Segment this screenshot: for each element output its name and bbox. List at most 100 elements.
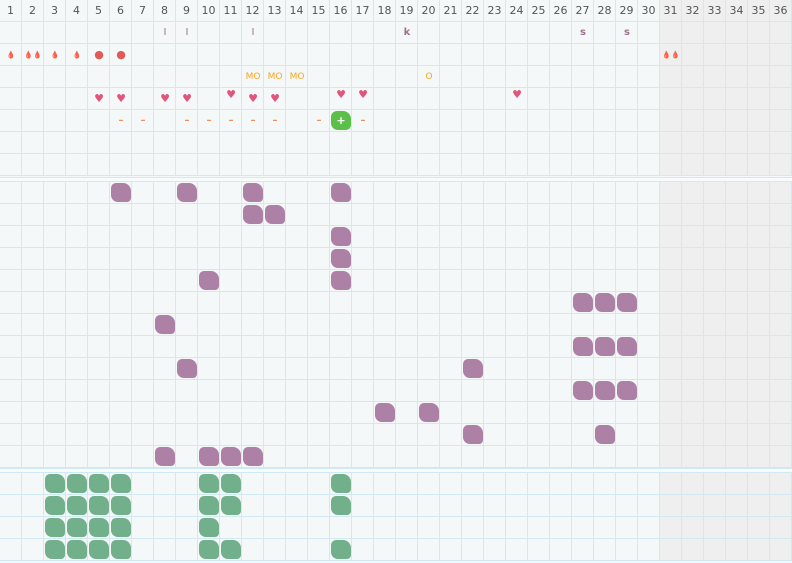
middle-cell[interactable] <box>198 380 220 402</box>
middle-cell[interactable] <box>726 292 748 314</box>
bottom-cell[interactable] <box>506 539 528 561</box>
middle-cell[interactable] <box>88 270 110 292</box>
top-cell[interactable] <box>418 132 440 154</box>
bottom-cell[interactable] <box>308 473 330 495</box>
middle-cell[interactable] <box>484 248 506 270</box>
middle-cell[interactable] <box>88 424 110 446</box>
column-header[interactable]: 19 <box>396 0 418 22</box>
middle-cell[interactable] <box>44 204 66 226</box>
middle-cell[interactable] <box>550 446 572 468</box>
middle-cell[interactable] <box>682 446 704 468</box>
top-cell[interactable] <box>528 132 550 154</box>
middle-cell[interactable] <box>484 270 506 292</box>
middle-cell[interactable] <box>110 424 132 446</box>
bottom-cell[interactable] <box>0 495 22 517</box>
top-cell[interactable] <box>528 88 550 110</box>
bottom-cell[interactable] <box>286 539 308 561</box>
middle-cell[interactable] <box>704 380 726 402</box>
middle-cell[interactable] <box>308 270 330 292</box>
middle-cell[interactable] <box>748 270 770 292</box>
top-cell[interactable] <box>352 22 374 44</box>
top-cell[interactable] <box>594 44 616 66</box>
middle-cell[interactable] <box>528 380 550 402</box>
top-cell[interactable] <box>484 88 506 110</box>
top-cell[interactable] <box>748 88 770 110</box>
middle-cell[interactable] <box>132 270 154 292</box>
column-header[interactable]: 5 <box>88 0 110 22</box>
bottom-cell[interactable] <box>352 495 374 517</box>
top-cell[interactable] <box>22 110 44 132</box>
column-header[interactable]: 1 <box>0 0 22 22</box>
middle-cell[interactable] <box>396 226 418 248</box>
top-cell[interactable] <box>572 110 594 132</box>
top-cell[interactable] <box>286 44 308 66</box>
middle-cell[interactable] <box>66 446 88 468</box>
middle-cell[interactable] <box>88 358 110 380</box>
middle-cell[interactable] <box>0 402 22 424</box>
column-header[interactable]: 9 <box>176 0 198 22</box>
green-entry-blob[interactable] <box>331 496 351 515</box>
purple-entry-blob[interactable] <box>331 227 351 246</box>
middle-cell[interactable] <box>484 358 506 380</box>
top-cell[interactable] <box>726 66 748 88</box>
bottom-cell[interactable] <box>594 517 616 539</box>
top-cell[interactable] <box>440 154 462 176</box>
top-cell[interactable] <box>0 154 22 176</box>
middle-cell[interactable] <box>220 226 242 248</box>
bottom-cell[interactable] <box>154 495 176 517</box>
middle-cell[interactable] <box>506 402 528 424</box>
middle-cell[interactable] <box>660 380 682 402</box>
middle-cell[interactable] <box>704 248 726 270</box>
middle-cell[interactable] <box>726 424 748 446</box>
top-cell[interactable] <box>682 132 704 154</box>
bottom-cell[interactable] <box>462 539 484 561</box>
middle-cell[interactable] <box>110 226 132 248</box>
middle-cell[interactable] <box>462 226 484 248</box>
bottom-cell[interactable] <box>22 517 44 539</box>
middle-cell[interactable] <box>286 292 308 314</box>
bottom-cell[interactable] <box>440 517 462 539</box>
top-cell[interactable] <box>220 110 242 132</box>
middle-cell[interactable] <box>264 380 286 402</box>
purple-entry-blob[interactable] <box>595 293 615 312</box>
bottom-cell[interactable] <box>726 517 748 539</box>
middle-cell[interactable] <box>110 314 132 336</box>
purple-entry-blob[interactable] <box>595 425 615 444</box>
middle-cell[interactable] <box>704 424 726 446</box>
top-cell[interactable] <box>132 88 154 110</box>
middle-cell[interactable] <box>682 358 704 380</box>
purple-entry-blob[interactable] <box>199 447 219 466</box>
middle-cell[interactable] <box>506 424 528 446</box>
column-header[interactable]: 35 <box>748 0 770 22</box>
middle-cell[interactable] <box>198 292 220 314</box>
bottom-cell[interactable] <box>418 495 440 517</box>
middle-cell[interactable] <box>440 270 462 292</box>
bottom-cell[interactable] <box>704 517 726 539</box>
middle-cell[interactable] <box>198 424 220 446</box>
middle-cell[interactable] <box>638 380 660 402</box>
middle-cell[interactable] <box>748 336 770 358</box>
top-cell[interactable] <box>462 132 484 154</box>
middle-cell[interactable] <box>418 446 440 468</box>
top-cell[interactable] <box>308 132 330 154</box>
middle-cell[interactable] <box>616 358 638 380</box>
middle-cell[interactable] <box>374 204 396 226</box>
middle-cell[interactable] <box>616 402 638 424</box>
bottom-cell[interactable] <box>286 473 308 495</box>
bottom-cell[interactable] <box>616 495 638 517</box>
top-cell[interactable] <box>44 66 66 88</box>
top-cell[interactable] <box>110 44 132 66</box>
middle-cell[interactable] <box>770 336 792 358</box>
top-cell[interactable] <box>770 22 792 44</box>
top-cell[interactable] <box>616 44 638 66</box>
column-header[interactable]: 29 <box>616 0 638 22</box>
top-cell[interactable] <box>154 132 176 154</box>
middle-cell[interactable] <box>22 402 44 424</box>
middle-cell[interactable] <box>506 380 528 402</box>
top-cell[interactable] <box>264 66 286 88</box>
top-cell[interactable] <box>242 66 264 88</box>
middle-cell[interactable] <box>176 314 198 336</box>
purple-entry-blob[interactable] <box>221 447 241 466</box>
middle-cell[interactable] <box>440 182 462 204</box>
middle-cell[interactable] <box>264 226 286 248</box>
